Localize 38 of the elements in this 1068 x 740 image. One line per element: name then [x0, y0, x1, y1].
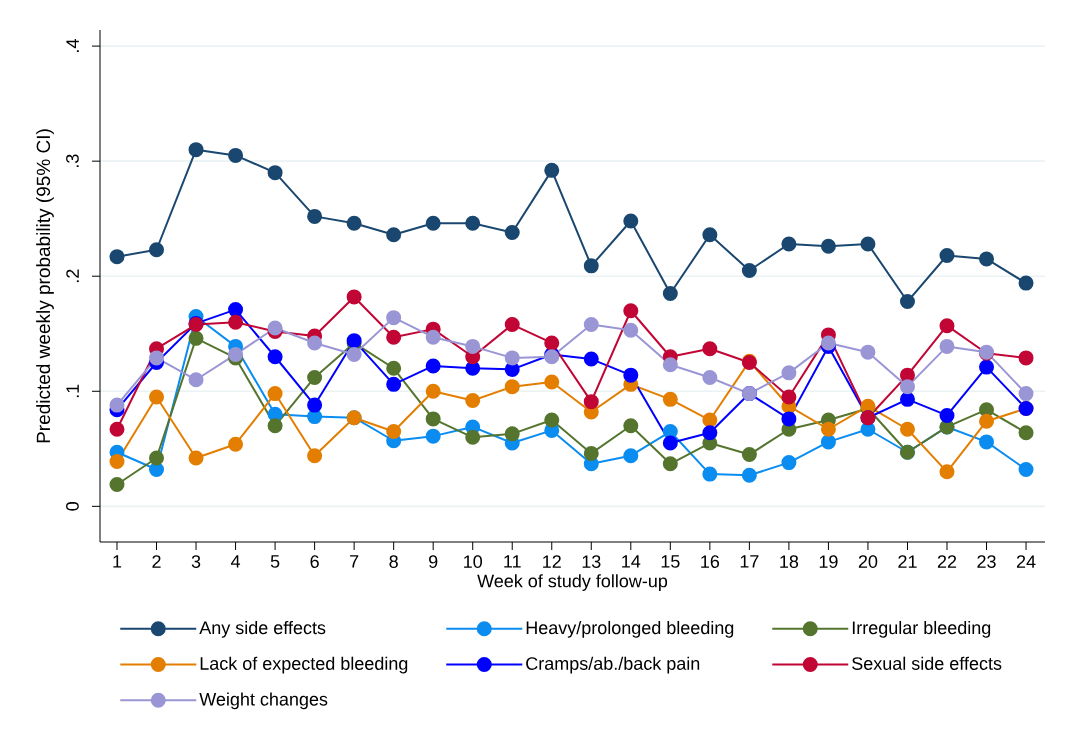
y-axis-title: Predicted weekly probability (95% CI) [36, 129, 54, 443]
y-tick-label: .1 [66, 384, 79, 398]
y-tick-label: .2 [66, 269, 79, 283]
legend-label: Lack of expected bleeding [200, 656, 408, 674]
x-tick-label: 9 [429, 555, 438, 568]
x-tick-label: 6 [310, 555, 319, 568]
x-tick-label: 2 [152, 555, 161, 568]
x-tick-label: 22 [937, 555, 957, 568]
legend-label: Cramps/ab./back pain [526, 656, 700, 674]
x-tick-label: 18 [780, 555, 799, 568]
legend-label: Irregular bleeding [852, 620, 991, 638]
x-axis-title: Week of study follow-up [477, 574, 668, 591]
x-tick-label: 8 [389, 555, 398, 568]
x-tick-label: 7 [350, 555, 359, 568]
x-tick-label: 5 [270, 555, 280, 568]
x-tick-label: 16 [701, 555, 720, 568]
x-tick-label: 1 [113, 555, 122, 568]
x-tick-label: 17 [740, 555, 759, 568]
legend-label: Heavy/prolonged bleeding [526, 620, 734, 638]
x-tick-label: 23 [977, 555, 996, 568]
x-tick-label: 12 [543, 555, 561, 568]
x-tick-label: 3 [191, 555, 201, 568]
y-tick-label: .3 [66, 154, 79, 168]
x-tick-label: 13 [582, 555, 601, 568]
x-tick-label: 4 [230, 555, 241, 568]
legend-label: Sexual side effects [852, 656, 1002, 670]
x-tick-label: 21 [898, 555, 917, 568]
x-tick-label: 11 [504, 555, 521, 568]
x-tick-label: 19 [819, 555, 838, 568]
x-tick-label: 24 [1016, 555, 1036, 568]
x-tick-label: 20 [858, 555, 878, 568]
y-tick-label: .4 [66, 39, 79, 52]
x-tick-label: 10 [464, 555, 483, 568]
x-tick-label: 14 [622, 555, 641, 568]
legend-label: Weight changes [199, 692, 328, 710]
x-tick-label: 15 [661, 555, 680, 568]
y-tick-label: 0 [66, 502, 79, 511]
legend-label: Any side effects [199, 620, 326, 638]
